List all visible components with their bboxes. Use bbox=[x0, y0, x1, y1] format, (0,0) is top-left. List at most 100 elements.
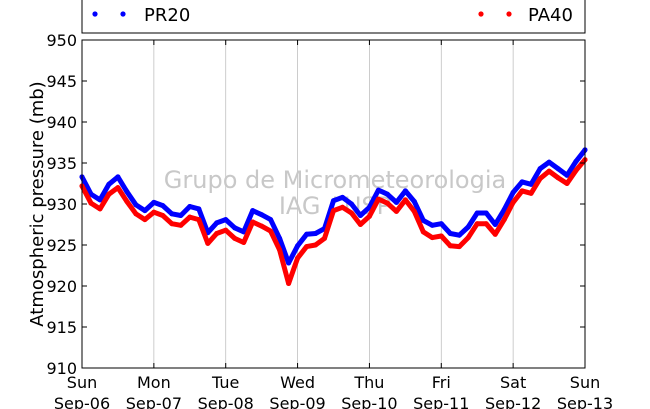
x-tick-label-date: Sep-10 bbox=[341, 394, 397, 409]
data-point-pr20 bbox=[115, 174, 121, 180]
x-tick-label-day: Sun bbox=[570, 373, 600, 392]
x-tick-label-date: Sep-07 bbox=[126, 394, 182, 409]
data-point-pa40 bbox=[375, 196, 381, 202]
data-point-pa40 bbox=[133, 211, 139, 217]
data-point-pr20 bbox=[169, 211, 175, 217]
data-point-pa40 bbox=[295, 255, 301, 261]
data-point-pr20 bbox=[223, 217, 229, 223]
data-point-pr20 bbox=[492, 222, 498, 227]
x-tick-label-day: Mon bbox=[137, 373, 171, 392]
legend-box bbox=[81, 0, 586, 34]
data-point-pa40 bbox=[268, 228, 274, 234]
x-tick-label-date: Sep-08 bbox=[198, 394, 254, 409]
data-point-pr20 bbox=[402, 188, 408, 194]
data-point-pa40 bbox=[447, 243, 453, 249]
data-point-pr20 bbox=[196, 206, 202, 212]
data-point-pa40 bbox=[564, 181, 570, 186]
data-point-pa40 bbox=[537, 176, 543, 182]
data-point-pr20 bbox=[313, 231, 318, 236]
y-axis-title: Atmospheric pressure (mb) bbox=[27, 81, 48, 326]
data-point-pa40 bbox=[474, 221, 480, 227]
data-point-pr20 bbox=[250, 208, 256, 214]
data-point-pa40 bbox=[322, 235, 327, 241]
legend-marker-pr20 bbox=[120, 11, 126, 17]
data-point-pa40 bbox=[88, 200, 94, 206]
legend-entry-pr20: PR20 bbox=[92, 5, 190, 26]
legend-label-pa40: PA40 bbox=[528, 5, 573, 26]
data-point-pa40 bbox=[286, 281, 292, 286]
data-point-pa40 bbox=[259, 223, 265, 229]
data-point-pa40 bbox=[178, 222, 184, 228]
data-point-pr20 bbox=[286, 260, 292, 266]
data-point-pr20 bbox=[160, 203, 166, 209]
data-point-pr20 bbox=[420, 217, 426, 223]
data-point-pa40 bbox=[349, 210, 354, 216]
data-point-pr20 bbox=[151, 199, 157, 205]
data-point-pa40 bbox=[124, 199, 130, 204]
y-tick-label: 940 bbox=[46, 113, 77, 132]
data-point-pa40 bbox=[393, 208, 399, 214]
data-point-pa40 bbox=[411, 208, 417, 214]
legend-marker-pa40 bbox=[478, 11, 484, 17]
series-pr20 bbox=[79, 147, 588, 266]
data-point-pr20 bbox=[331, 198, 336, 204]
data-point-pr20 bbox=[349, 201, 354, 207]
y-tick-label: 930 bbox=[46, 195, 77, 214]
data-point-pa40 bbox=[304, 244, 310, 250]
data-point-pa40 bbox=[519, 188, 525, 194]
data-point-pa40 bbox=[313, 242, 318, 248]
data-point-pa40 bbox=[241, 240, 247, 245]
y-tick-label: 945 bbox=[46, 72, 77, 91]
data-point-pa40 bbox=[456, 244, 462, 250]
data-point-pr20 bbox=[483, 210, 489, 216]
x-tick-label-day: Tue bbox=[211, 373, 239, 392]
data-point-pa40 bbox=[205, 240, 211, 246]
data-point-pa40 bbox=[510, 199, 516, 205]
data-point-pr20 bbox=[187, 204, 193, 209]
data-point-pa40 bbox=[402, 197, 408, 203]
data-point-pa40 bbox=[384, 200, 390, 206]
data-point-pa40 bbox=[429, 235, 435, 241]
data-point-pr20 bbox=[106, 181, 112, 187]
x-tick-label-date: Sep-11 bbox=[413, 394, 469, 409]
data-point-pr20 bbox=[259, 212, 265, 218]
legend-marker-pr20 bbox=[92, 11, 98, 17]
data-point-pr20 bbox=[384, 191, 390, 197]
data-point-pa40 bbox=[214, 231, 220, 236]
data-point-pr20 bbox=[465, 224, 471, 230]
data-point-pa40 bbox=[331, 208, 336, 214]
data-point-pr20 bbox=[97, 197, 103, 203]
data-point-pa40 bbox=[106, 191, 112, 197]
x-tick-label-day: Sun bbox=[67, 373, 97, 392]
data-point-pr20 bbox=[277, 235, 283, 241]
data-point-pr20 bbox=[546, 159, 552, 165]
data-point-pa40 bbox=[555, 175, 561, 181]
data-point-pr20 bbox=[393, 199, 399, 205]
data-point-pr20 bbox=[519, 179, 525, 185]
y-tick-label: 920 bbox=[46, 277, 77, 296]
data-point-pa40 bbox=[501, 217, 507, 223]
data-point-pr20 bbox=[304, 231, 310, 237]
data-point-pa40 bbox=[528, 190, 534, 196]
data-point-pa40 bbox=[366, 213, 372, 219]
data-point-pa40 bbox=[340, 204, 345, 210]
legend-marker-pa40 bbox=[506, 11, 512, 17]
legend-label-pr20: PR20 bbox=[144, 5, 190, 26]
data-point-pr20 bbox=[268, 217, 274, 223]
y-tick-labels: 910 915 920 925 930 935 940 945 950 bbox=[46, 31, 77, 378]
x-tick-label-day: Thu bbox=[353, 373, 384, 392]
data-point-pr20 bbox=[501, 207, 507, 213]
data-point-pr20 bbox=[214, 220, 220, 226]
data-point-pa40 bbox=[465, 235, 471, 241]
x-tick-label-date: Sep-06 bbox=[54, 394, 110, 409]
data-point-pr20 bbox=[142, 208, 148, 214]
data-point-pr20 bbox=[178, 213, 184, 218]
data-point-pa40 bbox=[142, 217, 148, 223]
legend-entry-pa40: PA40 bbox=[478, 5, 573, 26]
data-point-pa40 bbox=[546, 168, 552, 174]
data-point-pr20 bbox=[510, 190, 516, 195]
data-point-pa40 bbox=[438, 233, 444, 239]
x-tick-labels: Sun Sep-06 Mon Sep-07 Tue Sep-08 Wed Sep-09 Thu S… bbox=[54, 373, 613, 409]
data-point-pa40 bbox=[357, 222, 363, 227]
data-point-pa40 bbox=[223, 227, 229, 233]
